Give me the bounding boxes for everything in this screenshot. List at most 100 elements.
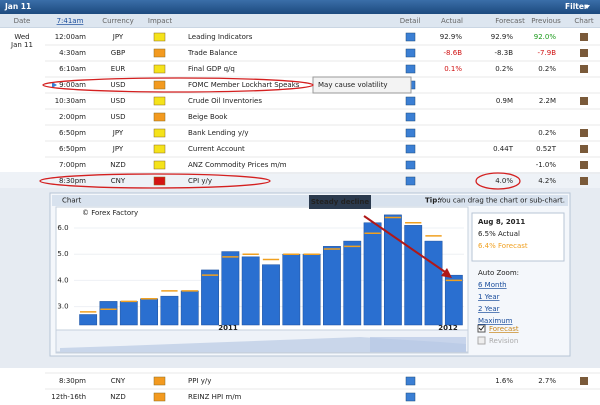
checkbox-label[interactable]: Revision [489, 337, 518, 345]
detail-icon[interactable] [405, 392, 416, 402]
chart-icon[interactable] [580, 129, 588, 137]
day-date: Jan 11 [10, 41, 33, 49]
filter[interactable]: Filter [565, 2, 588, 11]
filter-arrow [584, 5, 590, 9]
column-header: Previous [531, 17, 561, 25]
forecast: 92.9% [491, 33, 514, 41]
weekday: Wed [14, 33, 29, 41]
chart-icon[interactable] [580, 33, 588, 41]
time: 12th-16th [51, 393, 86, 401]
checkbox-label[interactable]: Forecast [489, 325, 519, 333]
event-title: Trade Balance [187, 49, 237, 57]
event-title: CPI y/y [188, 177, 212, 185]
bar [343, 240, 362, 326]
currency: NZD [110, 161, 125, 169]
expand-arrow [52, 82, 57, 88]
zoom-option[interactable]: Maximum [478, 317, 513, 325]
actual: 92.9% [440, 33, 463, 41]
bar [302, 253, 321, 326]
column-header: Forecast [495, 17, 525, 25]
tip-label: Tip: [425, 197, 440, 205]
bar [323, 246, 341, 326]
detail-icon[interactable] [405, 176, 416, 186]
event-title: Leading Indicators [188, 33, 253, 41]
detail-icon[interactable] [405, 376, 416, 386]
bar [119, 301, 138, 326]
chart-icon[interactable] [580, 177, 588, 185]
watermark: © Forex Factory [82, 209, 138, 217]
date-header: Jan 11 [4, 2, 31, 11]
previous: -1.0% [536, 161, 557, 169]
impact-icon [153, 376, 166, 386]
checkbox[interactable] [477, 324, 486, 333]
bar [282, 253, 301, 326]
impact-icon [153, 80, 166, 90]
forecast: 0.44T [493, 145, 514, 153]
column-header[interactable]: 7:41am [57, 17, 84, 25]
bar [79, 314, 98, 326]
detail-icon[interactable] [405, 128, 416, 138]
column-header: Actual [441, 17, 463, 25]
event-title: ANZ Commodity Prices m/m [188, 161, 287, 169]
detail-icon[interactable] [405, 144, 416, 154]
bar [383, 214, 402, 326]
impact-icon [153, 160, 166, 170]
bar [424, 240, 443, 326]
column-header: Date [14, 17, 31, 25]
previous: 0.2% [538, 129, 556, 137]
y-tick-label: 6.0 [57, 224, 68, 232]
previous: 2.2M [539, 97, 556, 105]
zoom-option[interactable]: 6 Month [478, 281, 507, 289]
detail-icon[interactable] [405, 160, 416, 170]
chart-icon[interactable] [580, 65, 588, 73]
detail-icon[interactable] [405, 112, 416, 122]
time: 8:30pm [59, 177, 86, 185]
selected-forecast: 6.4% Forecast [478, 242, 528, 250]
forecast: 0.2% [495, 65, 513, 73]
time: 8:30pm [59, 377, 86, 385]
column-header: Impact [148, 17, 172, 25]
bar [140, 298, 159, 326]
impact-icon [153, 144, 166, 154]
impact-icon [153, 96, 166, 106]
bar [160, 295, 179, 326]
time: 10:30am [55, 97, 86, 105]
event-title: FOMC Member Lockhart Speaks [188, 81, 300, 89]
zoom-option[interactable]: 1 Year [478, 293, 500, 301]
detail-icon[interactable] [405, 64, 416, 74]
impact-icon [153, 64, 166, 74]
currency: USD [111, 81, 126, 89]
chart-heading: Chart [62, 197, 81, 205]
forecast: 1.6% [495, 377, 513, 385]
bar [99, 301, 118, 326]
zoom-label: Auto Zoom: [478, 269, 519, 277]
y-tick-label: 5.0 [57, 250, 68, 258]
currency: JPY [112, 129, 124, 137]
arrowhead [441, 268, 452, 278]
bar [404, 225, 423, 326]
tip: You can drag the chart or sub-chart. [438, 197, 565, 205]
sub-chart-area [60, 337, 466, 352]
previous: 92.0% [534, 33, 557, 41]
chart-icon[interactable] [580, 145, 588, 153]
y-tick-label: 3.0 [57, 303, 68, 311]
sub-chart-window [370, 337, 466, 352]
time: 7:00pm [59, 161, 86, 169]
bar [363, 222, 382, 326]
chart-icon[interactable] [580, 161, 588, 169]
detail-icon[interactable] [405, 32, 416, 42]
x-label: 2012 [438, 324, 458, 332]
event-title: Bank Lending y/y [188, 129, 248, 137]
chart-icon[interactable] [580, 97, 588, 105]
bar [444, 274, 463, 326]
bar [241, 256, 260, 326]
detail-icon[interactable] [405, 96, 416, 106]
time: 9:00am [59, 81, 86, 89]
detail-icon[interactable] [405, 48, 416, 58]
checkbox[interactable] [477, 336, 486, 345]
bar [262, 264, 280, 326]
zoom-option[interactable]: 2 Year [478, 305, 500, 313]
bar [180, 290, 199, 326]
chart-icon[interactable] [580, 49, 588, 57]
chart-icon[interactable] [580, 377, 588, 385]
